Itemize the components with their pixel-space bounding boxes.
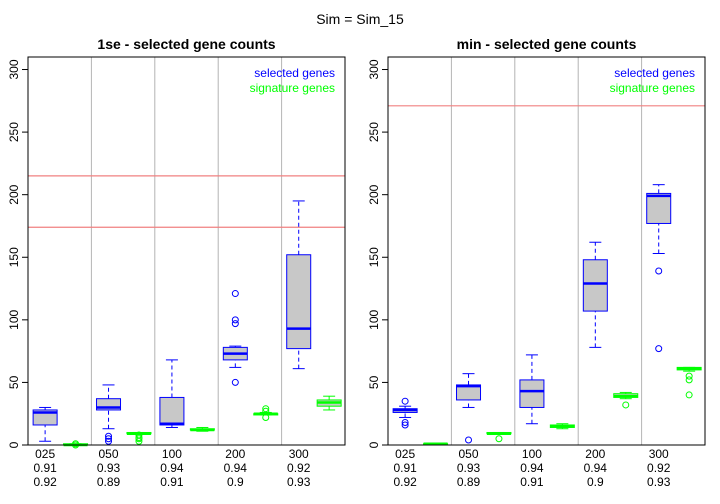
y-tick-label: 200	[7, 184, 21, 204]
outlier-point	[401, 421, 409, 429]
x-tick-label: 200	[585, 447, 605, 461]
outlier-point	[105, 437, 113, 445]
outlier-point	[401, 418, 409, 426]
chart-panel-1: 1se - selected gene counts05010015020025…	[7, 36, 346, 489]
x-sublabel: 0.92	[647, 461, 671, 475]
box	[646, 192, 672, 224]
outlier-point	[655, 267, 663, 275]
y-tick-label: 150	[367, 247, 381, 267]
x-sublabel: 0.91	[160, 475, 184, 489]
outlier-point	[135, 433, 143, 441]
outlier-point	[685, 391, 693, 399]
x-sublabel: 0.9	[587, 475, 604, 489]
y-tick-label: 300	[367, 59, 381, 79]
x-tick-label: 300	[289, 447, 309, 461]
plot-frame	[387, 56, 706, 446]
outlier-point	[622, 401, 630, 409]
y-tick-label: 250	[367, 122, 381, 142]
x-sublabel: 0.93	[287, 475, 311, 489]
panel-title: min - selected gene counts	[457, 36, 637, 52]
outlier-point	[685, 372, 693, 380]
y-tick-label: 250	[7, 122, 21, 142]
x-sublabel: 0.92	[393, 475, 417, 489]
chart-panel-2: min - selected gene counts05010015020025…	[367, 36, 706, 489]
y-tick-label: 100	[7, 310, 21, 330]
y-tick-label: 100	[367, 310, 381, 330]
plot-frame	[27, 56, 346, 446]
x-sublabel: 0.91	[393, 461, 417, 475]
outlier-point	[105, 432, 113, 440]
y-tick-label: 200	[367, 184, 381, 204]
box	[96, 398, 122, 411]
x-sublabel: 0.94	[160, 461, 184, 475]
x-tick-label: 050	[99, 447, 119, 461]
outlier-point	[135, 431, 143, 439]
box	[32, 409, 58, 426]
box	[519, 379, 545, 408]
legend-entry: signature genes	[610, 81, 695, 95]
x-tick-label: 050	[459, 447, 479, 461]
outlier-point	[231, 378, 239, 386]
x-sublabel: 0.89	[457, 475, 481, 489]
x-sublabel: 0.94	[224, 461, 248, 475]
outlier-point	[262, 405, 270, 413]
x-tick-label: 100	[162, 447, 182, 461]
x-tick-label: 025	[395, 447, 415, 461]
x-tick-label: 300	[649, 447, 669, 461]
box	[286, 254, 312, 350]
legend-entry: selected genes	[614, 66, 695, 80]
y-tick-label: 150	[7, 247, 21, 267]
y-tick-label: 50	[7, 375, 21, 389]
y-tick-label: 0	[7, 441, 21, 448]
outlier-point	[262, 413, 270, 421]
x-sublabel: 0.93	[647, 475, 671, 489]
x-tick-label: 025	[35, 447, 55, 461]
x-sublabel: 0.91	[33, 461, 57, 475]
x-tick-label: 200	[225, 447, 245, 461]
outlier-point	[495, 435, 503, 443]
x-sublabel: 0.89	[97, 475, 121, 489]
outlier-point	[465, 436, 473, 444]
outlier-point	[231, 320, 239, 328]
outlier-point	[105, 435, 113, 443]
outlier-point	[401, 397, 409, 405]
x-sublabel: 0.9	[227, 475, 244, 489]
legend-entry: selected genes	[254, 66, 335, 80]
outlier-point	[231, 290, 239, 298]
outlier-point	[685, 376, 693, 384]
figure-title: Sim = Sim_15	[316, 11, 404, 27]
x-sublabel: 0.93	[457, 461, 481, 475]
x-sublabel: 0.94	[584, 461, 608, 475]
box	[159, 396, 185, 426]
x-sublabel: 0.91	[520, 475, 544, 489]
box	[582, 259, 608, 312]
outlier-point	[655, 345, 663, 353]
x-sublabel: 0.93	[97, 461, 121, 475]
x-sublabel: 0.92	[33, 475, 57, 489]
y-tick-label: 300	[7, 59, 21, 79]
x-sublabel: 0.94	[520, 461, 544, 475]
x-sublabel: 0.92	[287, 461, 311, 475]
panel-title: 1se - selected gene counts	[97, 36, 275, 52]
x-tick-label: 100	[522, 447, 542, 461]
y-tick-label: 50	[367, 375, 381, 389]
box	[456, 384, 482, 401]
y-tick-label: 0	[367, 441, 381, 448]
legend-entry: signature genes	[250, 81, 335, 95]
outlier-point	[231, 316, 239, 324]
